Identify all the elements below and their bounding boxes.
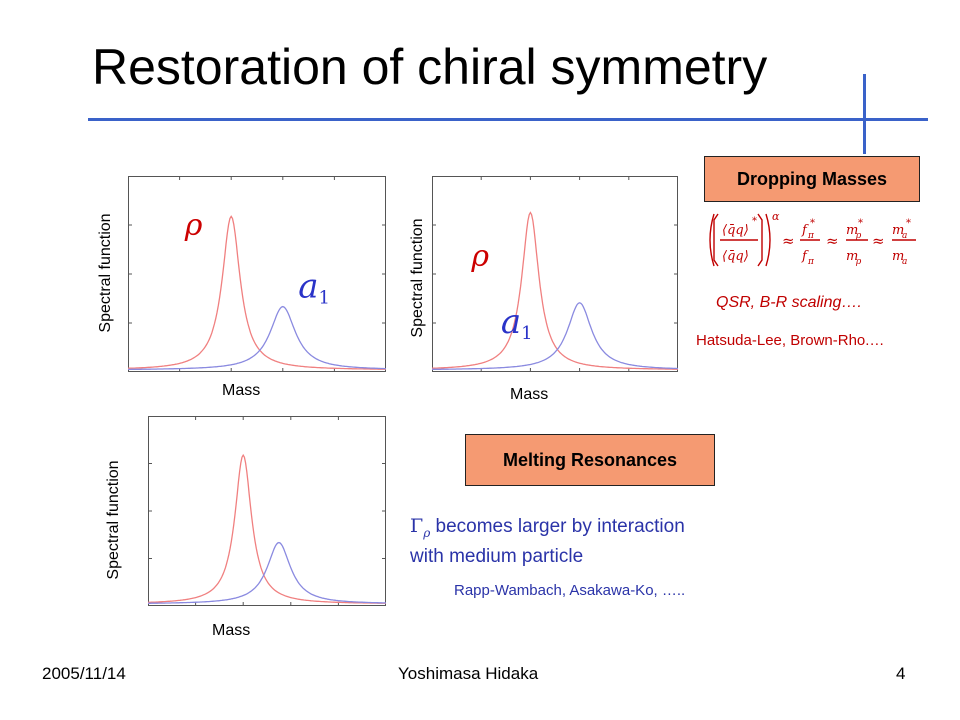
footer-date: 2005/11/14 <box>42 664 126 683</box>
page-title: Restoration of chiral symmetry <box>92 39 768 95</box>
svg-text:ρ: ρ <box>855 231 862 241</box>
plot-3-xlabel: Mass <box>212 622 251 639</box>
svg-text:m: m <box>846 223 858 238</box>
melting-resonances-box: Melting Resonances <box>465 434 715 486</box>
formula-qq: ⟨q̄q⟩ <box>722 249 749 264</box>
svg-text:α: α <box>772 210 780 223</box>
page-number: 4 <box>896 664 906 683</box>
svg-text:f: f <box>801 249 809 264</box>
svg-text:m: m <box>846 249 858 264</box>
a1-curve <box>432 302 678 370</box>
svg-text:π: π <box>807 231 815 241</box>
a1-curve <box>148 541 386 604</box>
plot-3-ylabel: Spectral function <box>105 460 122 580</box>
svg-text:≈: ≈ <box>872 232 885 250</box>
width-statement: Γρ becomes larger by interaction with me… <box>410 515 685 567</box>
rho-label: ρ <box>184 208 203 243</box>
plot-frame <box>432 176 678 372</box>
svg-text:≈: ≈ <box>826 232 839 250</box>
scaling-formula: ⟨q̄q⟩ * ⟨q̄q⟩ α ≈ f π * f π ≈ m ρ * m ρ … <box>704 206 934 277</box>
svg-text:≈: ≈ <box>782 232 795 250</box>
svg-text:π: π <box>807 257 815 267</box>
plot-2-xlabel: Mass <box>510 386 549 403</box>
svg-text:f: f <box>801 223 809 238</box>
a1-curve <box>128 305 386 371</box>
plot-frame <box>148 416 386 606</box>
svg-text:m: m <box>892 249 904 264</box>
svg-text:*: * <box>906 218 911 229</box>
plot-1-xlabel: Mass <box>222 382 261 399</box>
svg-text:a: a <box>902 257 907 267</box>
dropping-masses-box: Dropping Masses <box>704 156 920 202</box>
spectral-plot-1: ρ a1 <box>128 176 386 372</box>
rho-curve <box>128 215 386 370</box>
plot-2-ylabel: Spectral function <box>409 218 426 338</box>
footer-author: Yoshimasa Hidaka <box>398 664 539 683</box>
svg-text:*: * <box>858 218 863 229</box>
qsr-note: QSR, B-R scaling…. <box>716 294 862 311</box>
formula-qq-star: ⟨q̄q⟩ <box>722 223 749 238</box>
svg-text:ρ: ρ <box>855 257 862 267</box>
svg-text:*: * <box>752 216 757 227</box>
plot-1-ylabel: Spectral function <box>97 213 114 333</box>
rho-curve <box>432 211 678 370</box>
svg-text:a: a <box>902 231 907 241</box>
gamma-symbol: Γ <box>410 515 424 537</box>
plot-frame <box>128 176 386 372</box>
rho-curve <box>148 453 386 604</box>
a1-label: a1 <box>501 302 533 344</box>
dropping-authors: Hatsuda-Lee, Brown-Rho.… <box>696 332 885 349</box>
svg-text:m: m <box>892 223 904 238</box>
melting-authors: Rapp-Wambach, Asakawa-Ko, ….. <box>454 582 686 599</box>
a1-label: a1 <box>298 267 330 309</box>
svg-text:*: * <box>810 218 815 229</box>
rho-label: ρ <box>470 239 489 274</box>
spectral-plot-3 <box>148 416 386 606</box>
spectral-plot-2: ρ a1 <box>432 176 678 372</box>
title-underline <box>88 118 928 121</box>
title-vertical-rule <box>863 74 866 154</box>
